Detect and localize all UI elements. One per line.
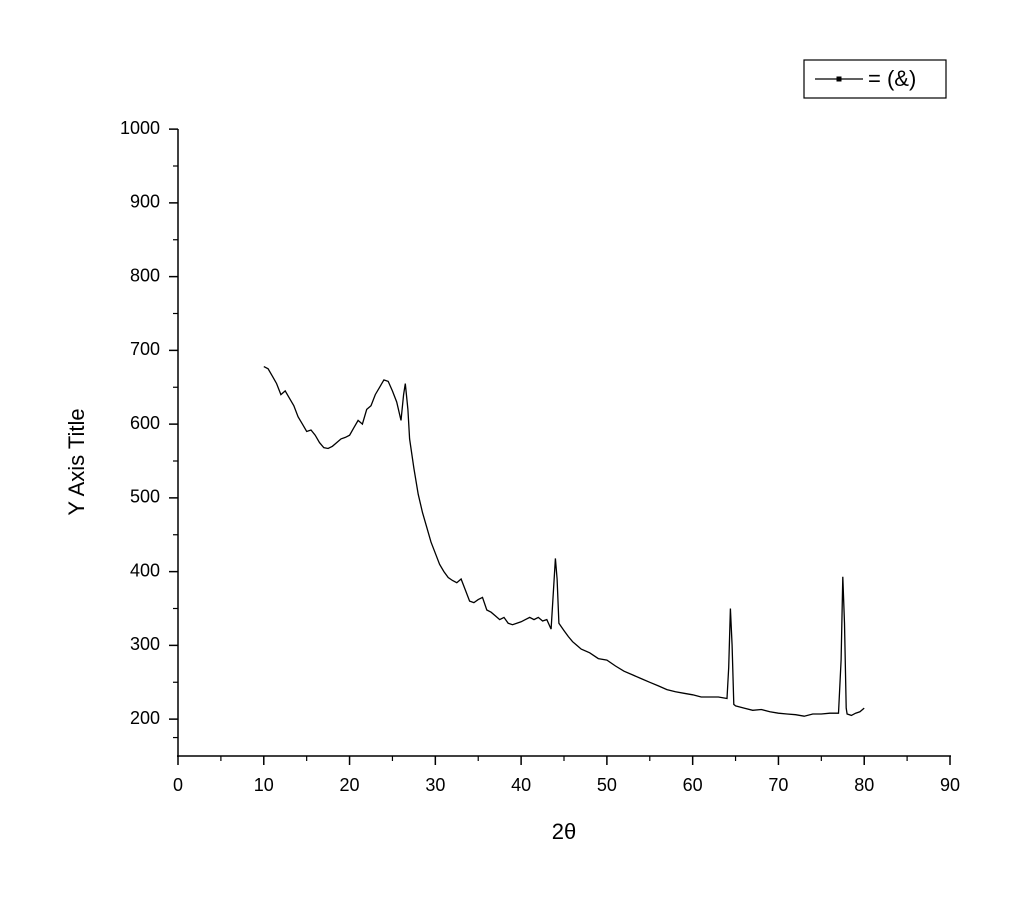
y-tick-label: 600 — [130, 413, 160, 433]
x-tick-label: 20 — [340, 775, 360, 795]
x-tick-label: 0 — [173, 775, 183, 795]
x-tick-label: 30 — [425, 775, 445, 795]
y-tick-label: 900 — [130, 192, 160, 212]
y-tick-label: 1000 — [120, 118, 160, 138]
y-tick-label: 400 — [130, 560, 160, 580]
x-tick-label: 40 — [511, 775, 531, 795]
x-tick-label: 80 — [854, 775, 874, 795]
y-tick-label: 800 — [130, 265, 160, 285]
y-tick-label: 500 — [130, 487, 160, 507]
y-tick-label: 200 — [130, 708, 160, 728]
x-tick-label: 90 — [940, 775, 960, 795]
x-tick-label: 70 — [768, 775, 788, 795]
data-line — [263, 366, 865, 717]
x-tick-label: 50 — [597, 775, 617, 795]
x-tick-label: 10 — [254, 775, 274, 795]
legend-label: = (&) — [868, 66, 916, 91]
y-tick-label: 300 — [130, 634, 160, 654]
x-axis-title: 2θ — [552, 819, 576, 844]
y-tick-label: 700 — [130, 339, 160, 359]
x-tick-label: 60 — [683, 775, 703, 795]
y-axis-title: Y Axis Title — [64, 408, 89, 515]
legend-marker — [836, 76, 842, 82]
